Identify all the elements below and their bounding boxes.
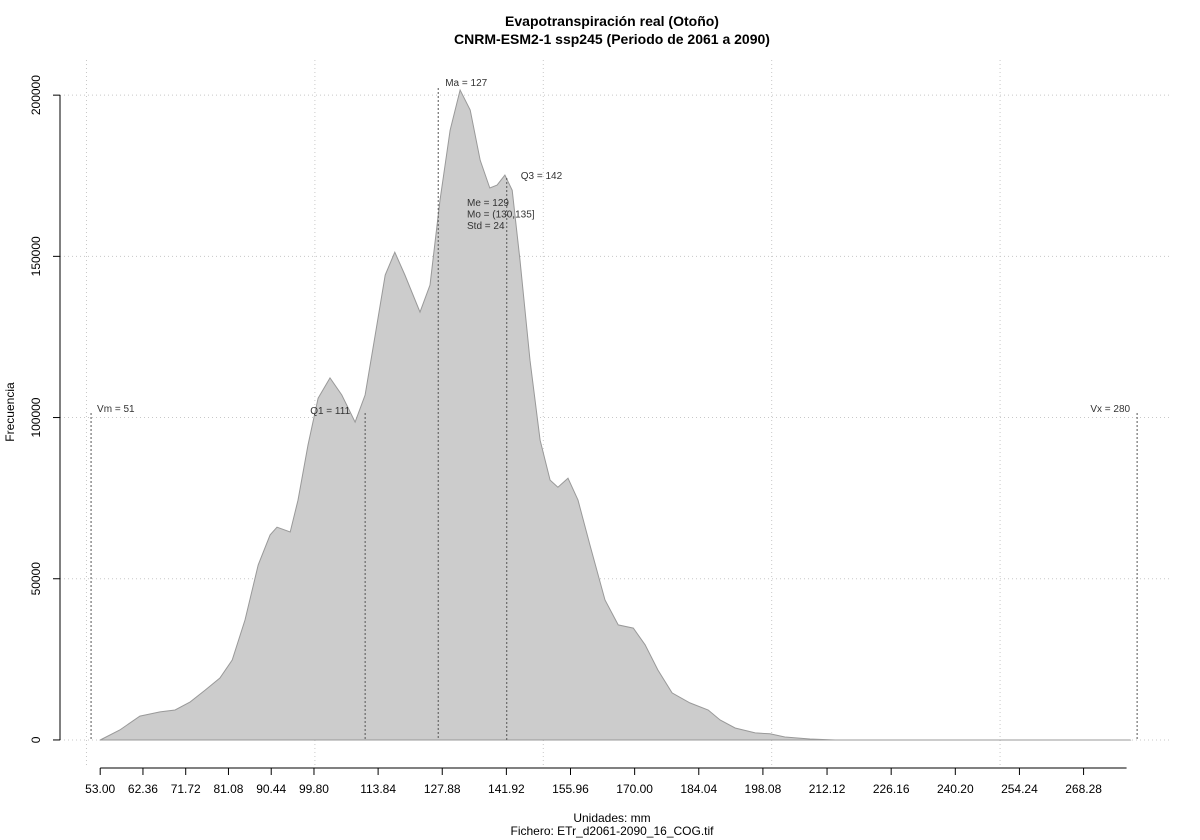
x-tick-label: 90.44 (256, 782, 286, 796)
x-tick-label: 198.08 (745, 782, 782, 796)
x-axis-label: Unidades: mm (573, 811, 650, 825)
caption: Fichero: ETr_d2061-2090_16_COG.tif (511, 824, 715, 838)
x-tick-label: 81.08 (213, 782, 243, 796)
x-tick-label: 170.00 (616, 782, 653, 796)
y-tick-label: 100000 (29, 397, 43, 437)
y-axis-label: Frecuencia (3, 382, 17, 442)
x-tick-label: 71.72 (171, 782, 201, 796)
x-tick-label: 240.20 (937, 782, 974, 796)
stats-label: Me = 129 (467, 198, 509, 209)
y-tick-label: 0 (29, 736, 43, 743)
x-tick-label: 53.00 (85, 782, 115, 796)
chart-title: Evapotranspiración real (Otoño) (505, 13, 719, 29)
x-tick-label: 99.80 (299, 782, 329, 796)
x-tick-label: 62.36 (128, 782, 158, 796)
chart-subtitle: CNRM-ESM2-1 ssp245 (Periodo de 2061 a 20… (454, 31, 770, 47)
x-tick-label: 141.92 (488, 782, 525, 796)
marker-label: Vm = 51 (97, 404, 135, 415)
x-tick-label: 113.84 (360, 782, 396, 796)
marker-label: Q1 = 111 (310, 406, 350, 417)
marker-label: Vx = 280 (1090, 404, 1130, 415)
y-tick-label: 150000 (29, 236, 43, 276)
y-tick-label: 50000 (29, 562, 43, 596)
y-tick-label: 200000 (29, 75, 43, 115)
density-area (99, 88, 1132, 741)
stats-label: Std = 24 (467, 221, 505, 232)
x-tick-label: 212.12 (809, 782, 846, 796)
marker-label: Q3 = 142 (521, 171, 563, 182)
x-tick-label: 254.24 (1001, 782, 1038, 796)
marker-label: Ma = 127 (445, 78, 487, 89)
x-tick-label: 268.28 (1065, 782, 1102, 796)
x-tick-label: 155.96 (552, 782, 589, 796)
stats-label: Mo = (130,135] (467, 210, 535, 221)
x-tick-label: 127.88 (424, 782, 461, 796)
x-tick-label: 226.16 (873, 782, 910, 796)
x-tick-label: 184.04 (680, 782, 717, 796)
